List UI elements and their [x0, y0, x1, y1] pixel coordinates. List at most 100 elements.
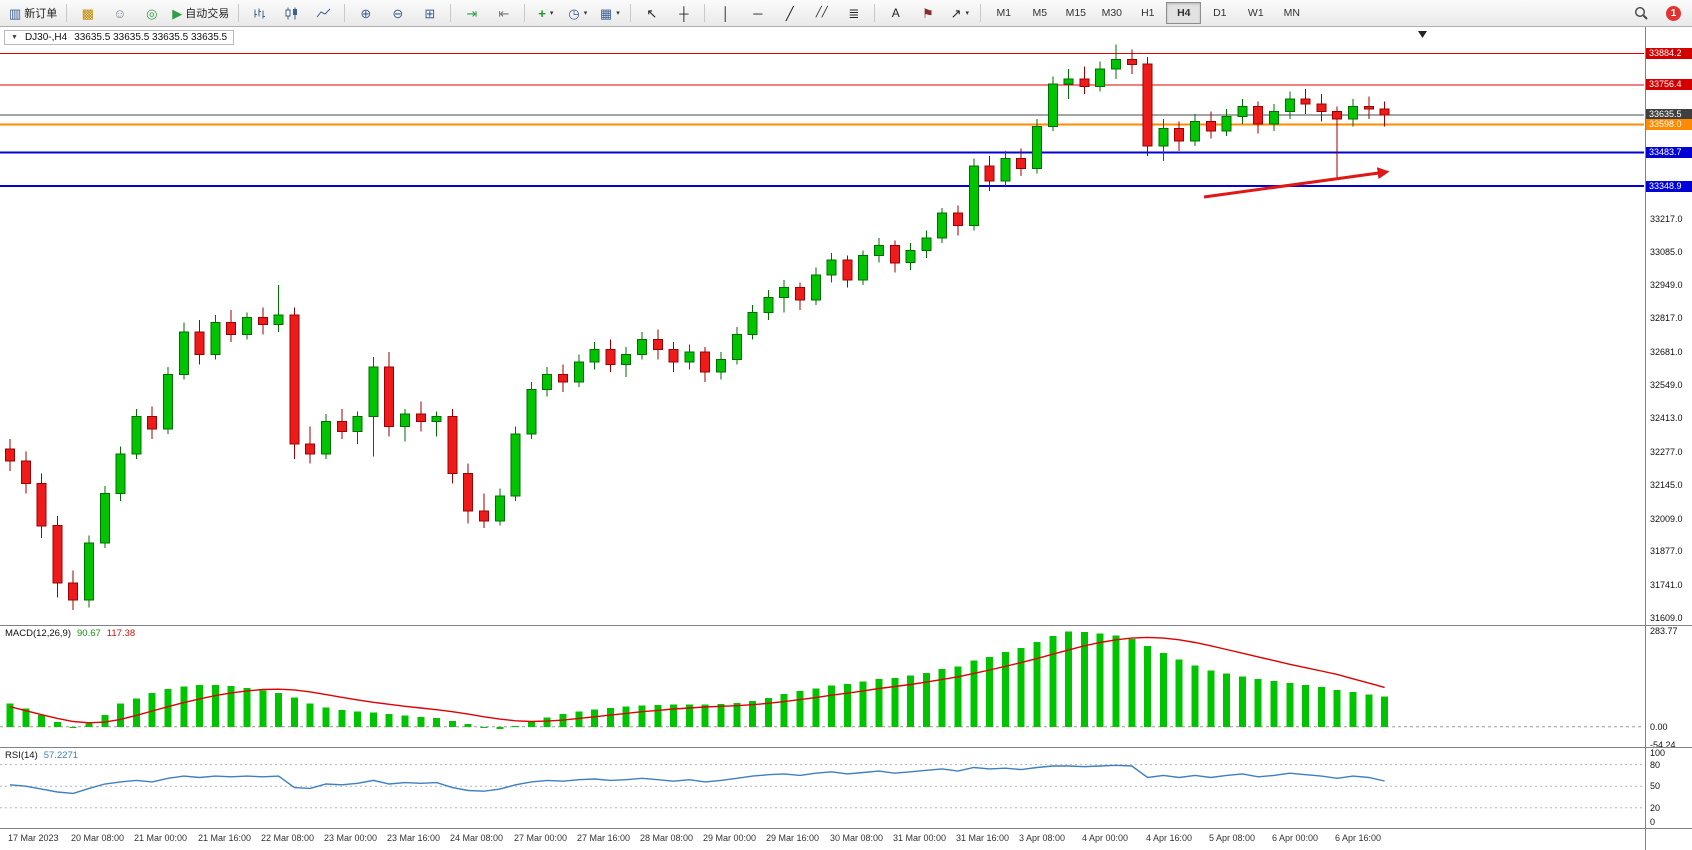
- fibonacci-tool-button[interactable]: ≣: [838, 1, 869, 25]
- auto-scroll-button[interactable]: ⇥: [456, 1, 487, 25]
- time-axis-label: 28 Mar 08:00: [640, 833, 694, 843]
- templates-icon: ▦: [599, 5, 613, 21]
- arrows-tool-button[interactable]: ↗ ▾: [944, 1, 975, 25]
- timeframe-w1-button[interactable]: W1: [1247, 7, 1264, 19]
- templates-button[interactable]: ▦ ▾: [594, 1, 625, 25]
- time-axis-label: 23 Mar 16:00: [387, 833, 441, 843]
- auto-scroll-icon: ⇥: [466, 5, 478, 21]
- time-axis-label: 30 Mar 08:00: [830, 833, 884, 843]
- zoom-out-icon: ⊖: [392, 5, 404, 21]
- candlestick-chart-button[interactable]: [276, 1, 307, 25]
- panel-separator[interactable]: [0, 747, 1692, 748]
- periods-button[interactable]: ◷ ▾: [562, 1, 593, 25]
- text-tool-button[interactable]: A: [880, 1, 911, 25]
- rsi-line: [9, 764, 1385, 795]
- time-axis[interactable]: 17 Mar 2023 20 Mar 08:00 21 Mar 00:00 21 Ma…: [0, 829, 1644, 850]
- line-chart-button[interactable]: [308, 1, 339, 25]
- timeframe-m30-button[interactable]: M30: [1101, 7, 1123, 19]
- indicators-button[interactable]: + ▾: [530, 1, 561, 25]
- macd-panel[interactable]: [0, 626, 1644, 747]
- trendline-tool-button[interactable]: ╱: [774, 1, 805, 25]
- text-label-tool-button[interactable]: ⚑: [912, 1, 943, 25]
- macd-histogram: [6, 631, 1389, 729]
- macd-axis-label: 0.00: [1650, 722, 1668, 732]
- chart-symbol-header[interactable]: ▼ DJ30-,H4 33635.5 33635.5 33635.5 33635…: [4, 30, 235, 45]
- timeframe-d1-button[interactable]: D1: [1213, 7, 1227, 19]
- crosshair-button[interactable]: ┼: [668, 1, 699, 25]
- trendline-icon: ╱: [785, 5, 794, 21]
- bar-chart-icon: [254, 8, 266, 18]
- rsi-indicator-label: RSI(14): [5, 750, 38, 761]
- time-axis-label: 31 Mar 00:00: [893, 833, 947, 843]
- text-label-icon: ⚑: [921, 5, 934, 21]
- zoom-out-button[interactable]: ⊖: [382, 1, 413, 25]
- community-icon: ◎: [146, 5, 158, 21]
- toolbar-separator: [980, 4, 982, 22]
- price-level-tag: 33598.0: [1646, 119, 1692, 130]
- horizontal-line-tool-button[interactable]: ─: [742, 1, 773, 25]
- indicators-icon: +: [538, 5, 546, 21]
- candlestick-chart-icon: [285, 7, 298, 19]
- price-axis-label: 32549.0: [1650, 380, 1683, 390]
- time-axis-label: 22 Mar 08:00: [261, 833, 315, 843]
- rsi-panel[interactable]: [0, 748, 1644, 828]
- time-axis-label: 20 Mar 08:00: [71, 833, 125, 843]
- time-axis-label: 29 Mar 00:00: [703, 833, 757, 843]
- bar-chart-button[interactable]: [244, 1, 275, 25]
- price-axis-label: 32817.0: [1650, 313, 1683, 323]
- zoom-in-icon: ⊕: [360, 5, 372, 21]
- new-order-button[interactable]: ▥ 新订单: [5, 1, 61, 25]
- timeframe-m15-button[interactable]: M15: [1065, 7, 1087, 19]
- chart-shift-icon: ⇤: [498, 5, 510, 21]
- price-axis-label: 31877.0: [1650, 546, 1683, 556]
- rsi-value: 57.2271: [43, 750, 79, 761]
- chart-shift-button[interactable]: ⇤: [488, 1, 519, 25]
- timeframe-mn-button[interactable]: MN: [1283, 7, 1300, 19]
- arrows-tool-icon: ↗: [950, 5, 962, 21]
- time-axis-label: 4 Apr 16:00: [1146, 833, 1193, 843]
- zoom-in-button[interactable]: ⊕: [350, 1, 381, 25]
- new-chart-icon: ▩: [81, 5, 94, 21]
- autotrading-button[interactable]: ▶ 自动交易: [168, 1, 233, 25]
- price-level-tag: 33884.2: [1646, 48, 1692, 59]
- timeframe-h1-button[interactable]: H1: [1141, 7, 1155, 19]
- new-order-icon: ▥: [9, 5, 22, 21]
- timeframe-m5-button[interactable]: M5: [1032, 7, 1048, 19]
- timeframe-m1-button[interactable]: M1: [996, 7, 1012, 19]
- tile-windows-button[interactable]: ⊞: [414, 1, 445, 25]
- rsi-axis-label: 80: [1650, 760, 1661, 770]
- vertical-line-tool-button[interactable]: │: [710, 1, 741, 25]
- time-axis-label: 31 Mar 16:00: [956, 833, 1010, 843]
- autotrading-icon: ▶: [172, 5, 183, 21]
- vertical-line-icon: │: [721, 5, 730, 21]
- panel-separator[interactable]: [0, 625, 1692, 626]
- price-axis-label: 32145.0: [1650, 480, 1683, 490]
- price-level-tag: 33483.7: [1646, 147, 1692, 158]
- profiles-button[interactable]: ☺: [104, 1, 135, 25]
- dropdown-caret-icon: ▾: [549, 10, 554, 17]
- time-axis-label: 3 Apr 08:00: [1019, 833, 1066, 843]
- price-axis-label: 32413.0: [1650, 413, 1683, 423]
- cursor-button[interactable]: ↖: [636, 1, 667, 25]
- macd-signal-value: 117.38: [106, 628, 136, 639]
- toolbar-separator: [704, 4, 706, 22]
- main-chart-plot[interactable]: [0, 27, 1644, 625]
- text-tool-icon: A: [891, 6, 900, 20]
- community-button[interactable]: ◎: [136, 1, 167, 25]
- macd-axis-label: -54.24: [1650, 740, 1676, 750]
- new-chart-button[interactable]: ▩: [72, 1, 103, 25]
- channel-tool-button[interactable]: ╱╱: [806, 1, 837, 25]
- one-click-collapse-icon: ▼: [11, 34, 18, 41]
- dropdown-caret-icon: ▾: [583, 10, 588, 17]
- price-axis-label: 33217.0: [1650, 214, 1683, 224]
- search-button[interactable]: [1625, 1, 1656, 25]
- price-axis-label: 32949.0: [1650, 280, 1683, 290]
- rsi-axis-label: 100: [1650, 748, 1666, 758]
- timeframe-h4-button[interactable]: H4: [1166, 2, 1202, 24]
- end-of-data-marker-icon: [1418, 31, 1427, 38]
- level-lines: [0, 52, 1644, 188]
- price-scale[interactable]: 33217.0 33085.0 32949.0 32817.0 32681.0 32549…: [1645, 27, 1692, 850]
- notification-badge[interactable]: 1: [1666, 5, 1681, 21]
- price-axis-label: 31741.0: [1650, 580, 1683, 590]
- time-axis-label: 23 Mar 00:00: [324, 833, 378, 843]
